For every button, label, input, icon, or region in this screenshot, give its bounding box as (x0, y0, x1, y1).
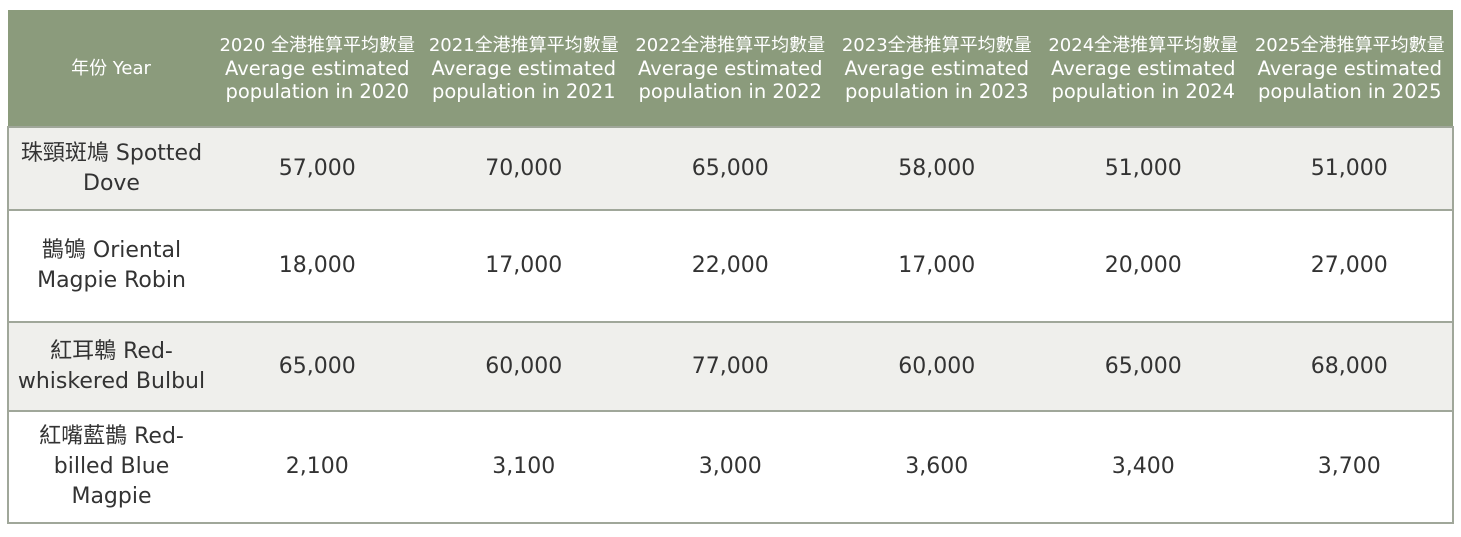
species-cell: 紅耳鵯 Red-whiskered Bulbul (7, 321, 214, 411)
table-body: 珠頸斑鳩 Spotted Dove 57,000 70,000 65,000 5… (7, 126, 1454, 524)
population-table: 年份 Year 2020 全港推算平均數量 Average estimated p… (7, 10, 1454, 524)
table-row: 珠頸斑鳩 Spotted Dove 57,000 70,000 65,000 5… (7, 126, 1454, 210)
value-cell: 27,000 (1246, 209, 1454, 322)
table-header: 年份 Year 2020 全港推算平均數量 Average estimated p… (8, 10, 1453, 127)
value-cell: 3,700 (1246, 410, 1454, 524)
value-cell: 58,000 (833, 126, 1040, 210)
table-row: 紅嘴藍鵲 Red-billed Blue Magpie 2,100 3,100 … (7, 410, 1454, 524)
value-cell: 22,000 (627, 209, 834, 322)
value-cell: 60,000 (420, 321, 627, 411)
population-table-container: 年份 Year 2020 全港推算平均數量 Average estimated p… (7, 10, 1454, 524)
value-cell: 65,000 (214, 321, 421, 411)
value-cell: 77,000 (627, 321, 834, 411)
value-cell: 3,100 (420, 410, 627, 524)
value-cell: 51,000 (1040, 126, 1247, 210)
header-2024: 2024全港推算平均數量 Average estimated population… (1040, 10, 1247, 127)
table-row: 鵲鴝 Oriental Magpie Robin 18,000 17,000 2… (7, 209, 1454, 322)
value-cell: 65,000 (1040, 321, 1247, 411)
value-cell: 70,000 (420, 126, 627, 210)
value-cell: 65,000 (627, 126, 834, 210)
header-2025: 2025全港推算平均數量 Average estimated population… (1246, 10, 1453, 127)
value-cell: 20,000 (1040, 209, 1247, 322)
value-cell: 51,000 (1246, 126, 1454, 210)
value-cell: 3,000 (627, 410, 834, 524)
value-cell: 17,000 (420, 209, 627, 322)
value-cell: 18,000 (214, 209, 421, 322)
value-cell: 2,100 (214, 410, 421, 524)
value-cell: 68,000 (1246, 321, 1454, 411)
value-cell: 3,400 (1040, 410, 1247, 524)
header-2023: 2023全港推算平均數量 Average estimated population… (833, 10, 1040, 127)
value-cell: 57,000 (214, 126, 421, 210)
header-2020: 2020 全港推算平均數量 Average estimated populatio… (214, 10, 421, 127)
value-cell: 60,000 (833, 321, 1040, 411)
species-cell: 珠頸斑鳩 Spotted Dove (7, 126, 214, 210)
species-cell: 鵲鴝 Oriental Magpie Robin (7, 209, 214, 322)
header-2021: 2021全港推算平均數量 Average estimated population… (420, 10, 627, 127)
header-row: 年份 Year 2020 全港推算平均數量 Average estimated p… (8, 10, 1453, 127)
species-cell: 紅嘴藍鵲 Red-billed Blue Magpie (7, 410, 214, 524)
value-cell: 17,000 (833, 209, 1040, 322)
table-row: 紅耳鵯 Red-whiskered Bulbul 65,000 60,000 7… (7, 321, 1454, 411)
header-year: 年份 Year (8, 10, 214, 127)
value-cell: 3,600 (833, 410, 1040, 524)
header-2022: 2022全港推算平均數量 Average estimated population… (627, 10, 834, 127)
